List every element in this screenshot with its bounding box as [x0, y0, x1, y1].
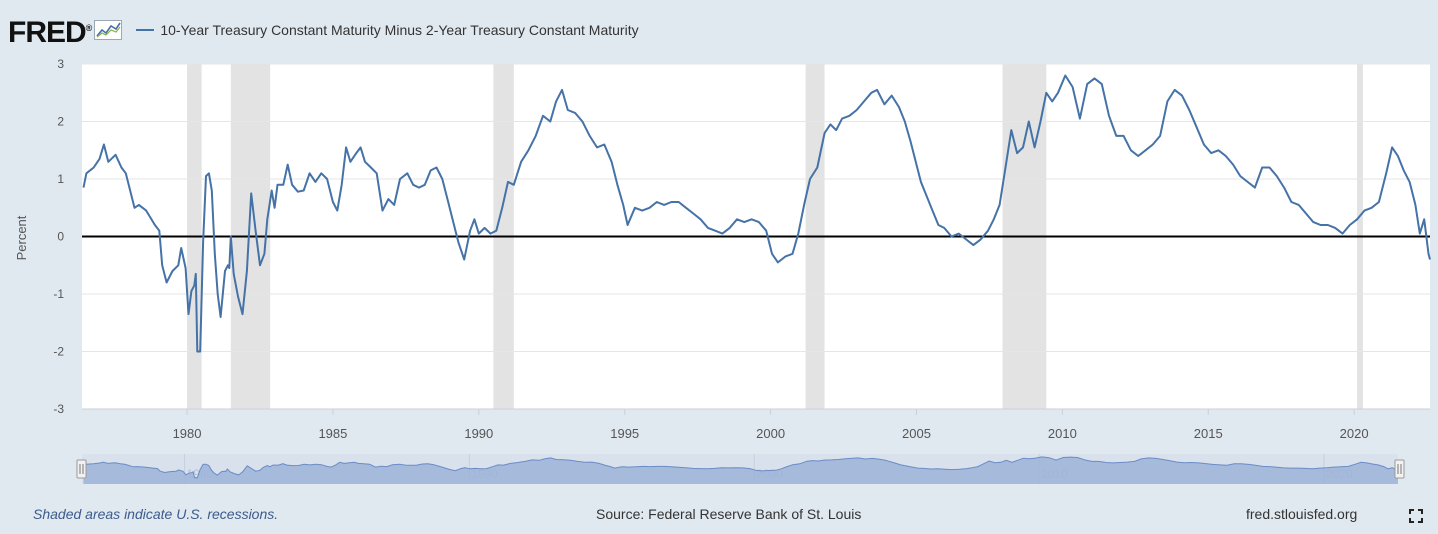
y-tick-label: 3 [57, 57, 64, 71]
fullscreen-icon[interactable] [1409, 509, 1423, 523]
x-tick-label: 2010 [1048, 426, 1077, 441]
x-tick-label: 1985 [318, 426, 347, 441]
legend-swatch [136, 29, 155, 31]
y-tick-label: 2 [57, 115, 64, 129]
legend[interactable]: 10-Year Treasury Constant Maturity Minus… [136, 22, 639, 38]
x-tick-label: 1990 [464, 426, 493, 441]
chart-header: FRED® 10-Year Treasury Constant Maturity… [8, 12, 639, 48]
legend-label: 10-Year Treasury Constant Maturity Minus… [160, 22, 639, 38]
recession-note: Shaded areas indicate U.S. recessions. [33, 506, 279, 522]
y-tick-label: -1 [53, 287, 64, 301]
y-tick-label: -3 [53, 402, 64, 416]
navigator-area [83, 456, 1398, 484]
y-axis-label: Percent [14, 215, 29, 260]
series-line[interactable] [82, 74, 1431, 353]
x-tick-label: 2015 [1194, 426, 1223, 441]
fred-logo-text: FRED [8, 15, 87, 49]
navigator[interactable]: 19801990200020102020 [76, 454, 1405, 484]
registered-mark: ® [85, 22, 93, 33]
y-tick-label: 1 [57, 172, 64, 186]
y-tick-label: 0 [57, 230, 64, 244]
x-axis: 1980 1985 1990 1995 2000 2005 2010 2015 2020 [173, 409, 1369, 441]
x-tick-label: 2020 [1340, 426, 1369, 441]
y-tick-label: -2 [53, 345, 64, 359]
y-axis: -3 -2 -1 0 1 2 3 [53, 57, 64, 416]
site-link[interactable]: fred.stlouisfed.org [1246, 506, 1358, 522]
source-text: Source: Federal Reserve Bank of St. Loui… [596, 506, 862, 522]
fred-graph-icon [94, 20, 123, 40]
x-tick-label: 2000 [756, 426, 785, 441]
fred-logo[interactable]: FRED® [8, 13, 93, 49]
navigator-left-handle[interactable] [76, 459, 87, 479]
x-tick-label: 2005 [902, 426, 931, 441]
navigator-right-handle[interactable] [1394, 459, 1405, 479]
navigator-line [83, 456, 1399, 479]
x-tick-label: 1995 [610, 426, 639, 441]
x-tick-label: 1980 [173, 426, 202, 441]
